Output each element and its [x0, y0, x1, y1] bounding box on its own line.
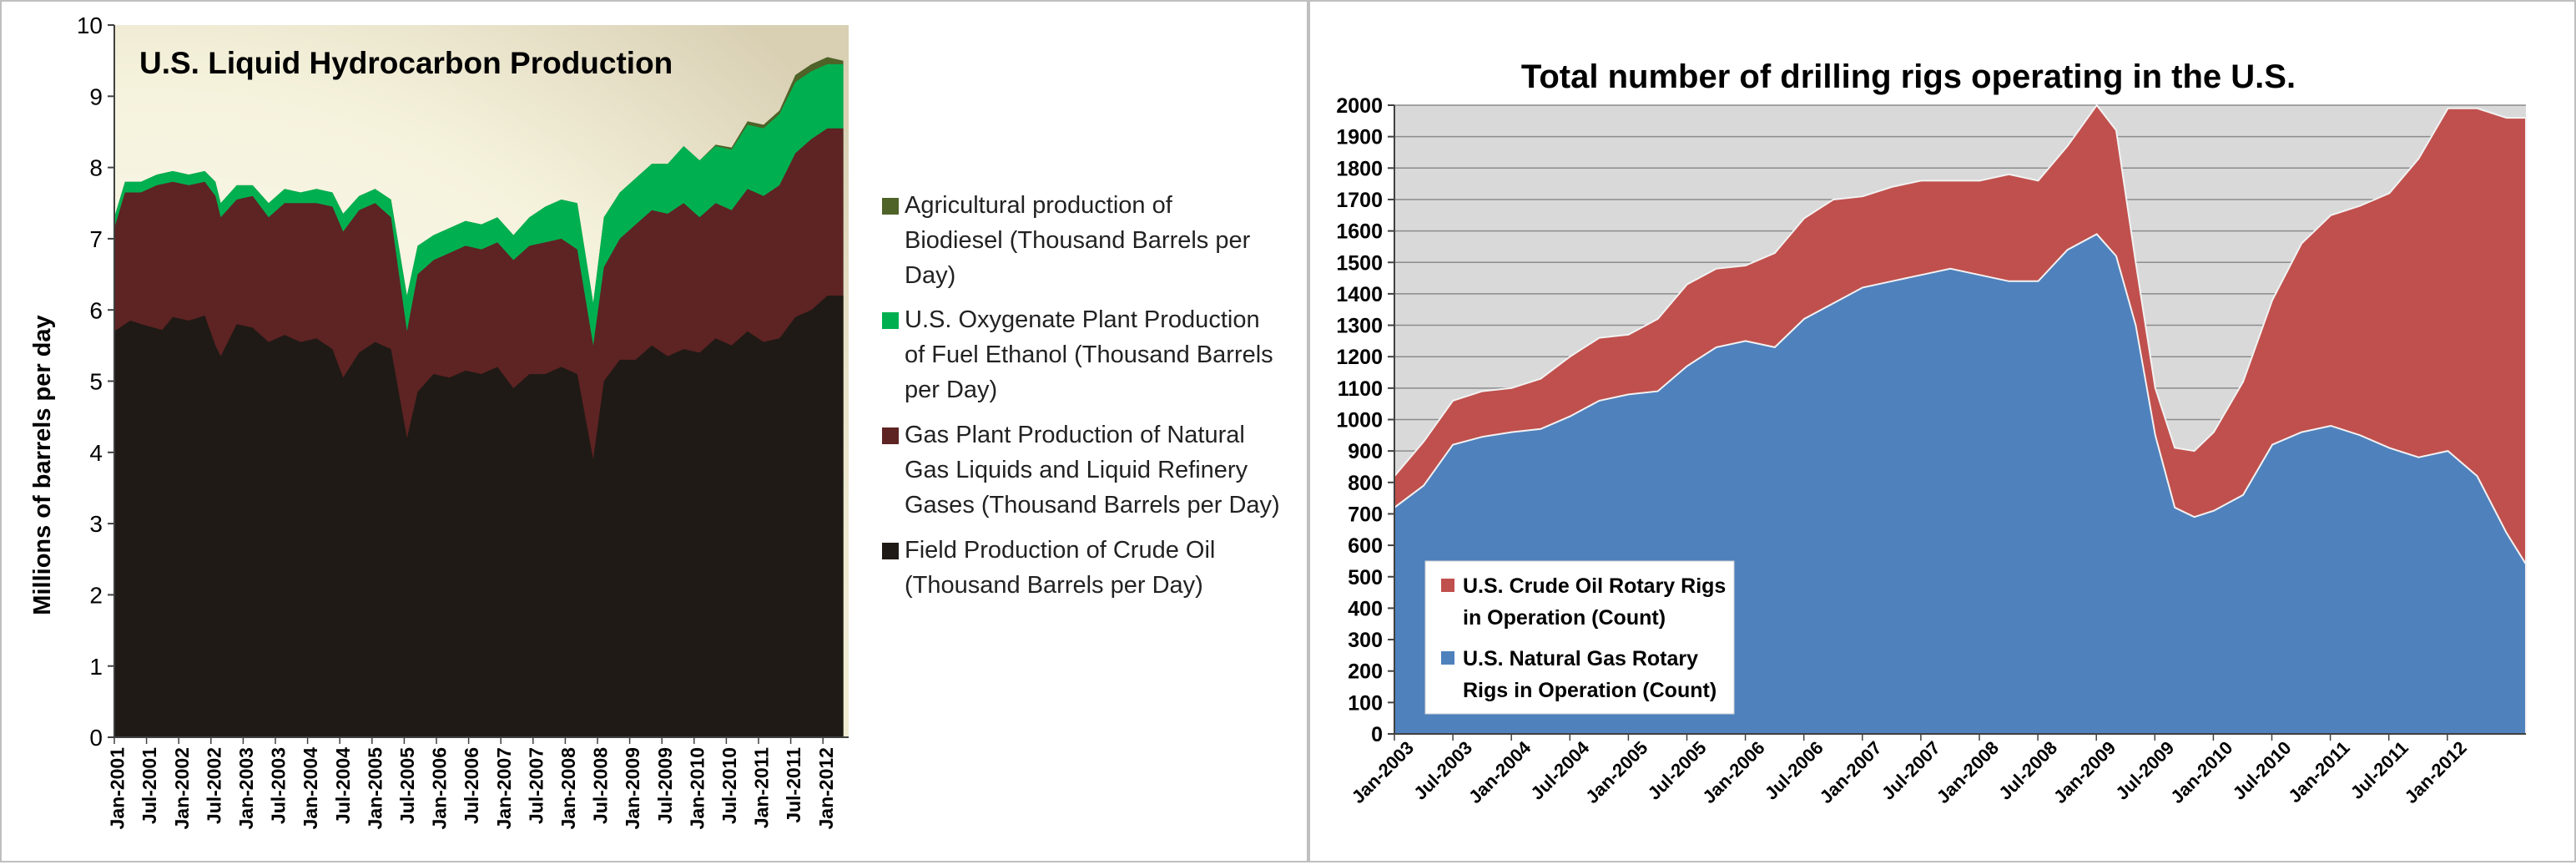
legend-label: (Thousand Barrels per Day)	[905, 572, 1203, 599]
y-tick-label: 400	[1348, 597, 1383, 620]
legend-label: of Fuel Ethanol (Thousand Barrels	[905, 341, 1273, 368]
legend-swatch	[882, 543, 899, 559]
y-tick-label: 3	[89, 511, 103, 537]
legend-swatch	[882, 198, 899, 215]
x-tick-label: Jul-2010	[718, 747, 740, 824]
liquid-hydrocarbon-chart: 0 1 2 3 4 5 6 7 8 9 10 Jan-2001 Jul-2001 Jan-2002 Jul…	[29, 13, 1280, 830]
legend-label: Field Production of Crude Oil	[905, 537, 1215, 564]
y-tick-label: 1	[89, 654, 103, 680]
y-tick-label: 0	[1371, 723, 1383, 746]
right-chart-panel: 0 100 200 300 400 500 600 700 800 900 1000 1100 1200…	[1308, 0, 2576, 862]
x-tick-label: Jan-2001	[107, 747, 129, 830]
x-tick-label: Jul-2006	[461, 747, 482, 824]
y-tick-label: 1200	[1336, 346, 1383, 369]
y-tick-label: 200	[1348, 660, 1383, 684]
y-tick-label: 600	[1348, 534, 1383, 558]
y-tick-label: 2000	[1336, 94, 1383, 118]
x-tick-label: Jan-2006	[429, 747, 451, 829]
x-tick-label: Jul-2001	[139, 747, 160, 824]
y-tick-label: 100	[1348, 691, 1383, 715]
y-tick-label: 700	[1348, 503, 1383, 526]
x-tick-label: Jan-2008	[557, 747, 579, 830]
legend-label: Gases (Thousand Barrels per Day)	[905, 492, 1280, 518]
y-tick-label: 800	[1348, 472, 1383, 495]
y-tick-label: 9	[89, 83, 103, 109]
legend-swatch	[882, 312, 899, 329]
y-tick-label: 1400	[1336, 283, 1383, 306]
y-tick-label: 1800	[1336, 157, 1383, 180]
y-tick-label: 1500	[1336, 251, 1383, 275]
x-tick-label: Jan-2007	[493, 747, 515, 829]
y-tick-label: 5	[89, 369, 103, 395]
y-tick-label: 4	[89, 440, 103, 466]
legend-swatch	[1441, 579, 1454, 592]
y-tick-label: 7	[89, 226, 103, 252]
legend-label: Agricultural production of	[905, 192, 1173, 219]
x-tick-label: Jan-2004	[300, 747, 321, 830]
legend-label: U.S. Crude Oil Rotary Rigs	[1463, 574, 1726, 598]
x-tick-label: Jan-2003	[235, 747, 257, 829]
x-tick-label: Jul-2011	[783, 747, 804, 823]
x-tick-label: Jul-2005	[396, 747, 418, 824]
legend-swatch	[1441, 651, 1454, 665]
x-tick-label: Jul-2003	[268, 747, 290, 824]
x-tick-label: Jul-2004	[332, 747, 354, 824]
y-tick-label: 300	[1348, 629, 1383, 652]
y-tick-label: 900	[1348, 440, 1383, 463]
chart-title: Total number of drilling rigs operating …	[1521, 58, 2296, 95]
x-tick-label: Jan-2011	[751, 747, 773, 828]
y-tick-label: 1700	[1336, 189, 1383, 212]
y-tick-label: 1600	[1336, 220, 1383, 244]
legend-box	[1424, 560, 1735, 715]
x-tick-label: Jan-2010	[686, 747, 708, 829]
legend-label: in Operation (Count)	[1463, 606, 1666, 630]
legend-label: U.S. Oxygenate Plant Production	[905, 306, 1260, 333]
x-tick-label: Jul-2009	[654, 747, 676, 824]
drilling-rigs-chart: 0 100 200 300 400 500 600 700 800 900 1000 1100 1200…	[1310, 2, 2574, 861]
y-tick-label: 1300	[1336, 315, 1383, 338]
legend-label: Gas Liquids and Liquid Refinery	[905, 457, 1248, 483]
y-tick-label: 10	[77, 13, 103, 38]
x-tick-label: Jul-2002	[203, 747, 224, 824]
legend-label: Biodiesel (Thousand Barrels per	[905, 227, 1251, 254]
legend-label: Gas Plant Production of Natural	[905, 422, 1245, 448]
legend-swatch	[882, 427, 899, 444]
x-tick-label: Jan-2009	[622, 747, 643, 829]
legend-label: Day)	[905, 262, 955, 289]
y-tick-label: 8	[89, 155, 103, 181]
x-tick-label: Jan-2002	[171, 747, 193, 829]
x-tick-label: Jul-2008	[590, 747, 612, 824]
y-tick-label: 1100	[1338, 377, 1383, 401]
y-tick-label: 1900	[1336, 126, 1383, 149]
legend-label: per Day)	[905, 377, 997, 403]
x-tick-label: Jan-2012	[815, 747, 837, 829]
y-tick-label: 6	[89, 297, 103, 323]
y-tick-label: 500	[1348, 566, 1383, 589]
y-tick-label: 2	[89, 582, 103, 608]
legend-label: U.S. Natural Gas Rotary	[1463, 647, 1698, 670]
x-tick-label: Jan-2005	[364, 747, 386, 830]
chart-title: U.S. Liquid Hydrocarbon Production	[139, 46, 673, 80]
x-tick-label: Jul-2007	[525, 747, 547, 824]
legend-label: Rigs in Operation (Count)	[1463, 679, 1716, 702]
y-axis-label: Millions of barrels per day	[29, 315, 56, 615]
y-tick-label: 0	[89, 725, 103, 751]
left-chart-panel: 0 1 2 3 4 5 6 7 8 9 10 Jan-2001 Jul-2001 Jan-2002 Jul…	[0, 0, 1308, 862]
area-series-0	[114, 296, 844, 738]
y-tick-label: 1000	[1336, 409, 1383, 432]
